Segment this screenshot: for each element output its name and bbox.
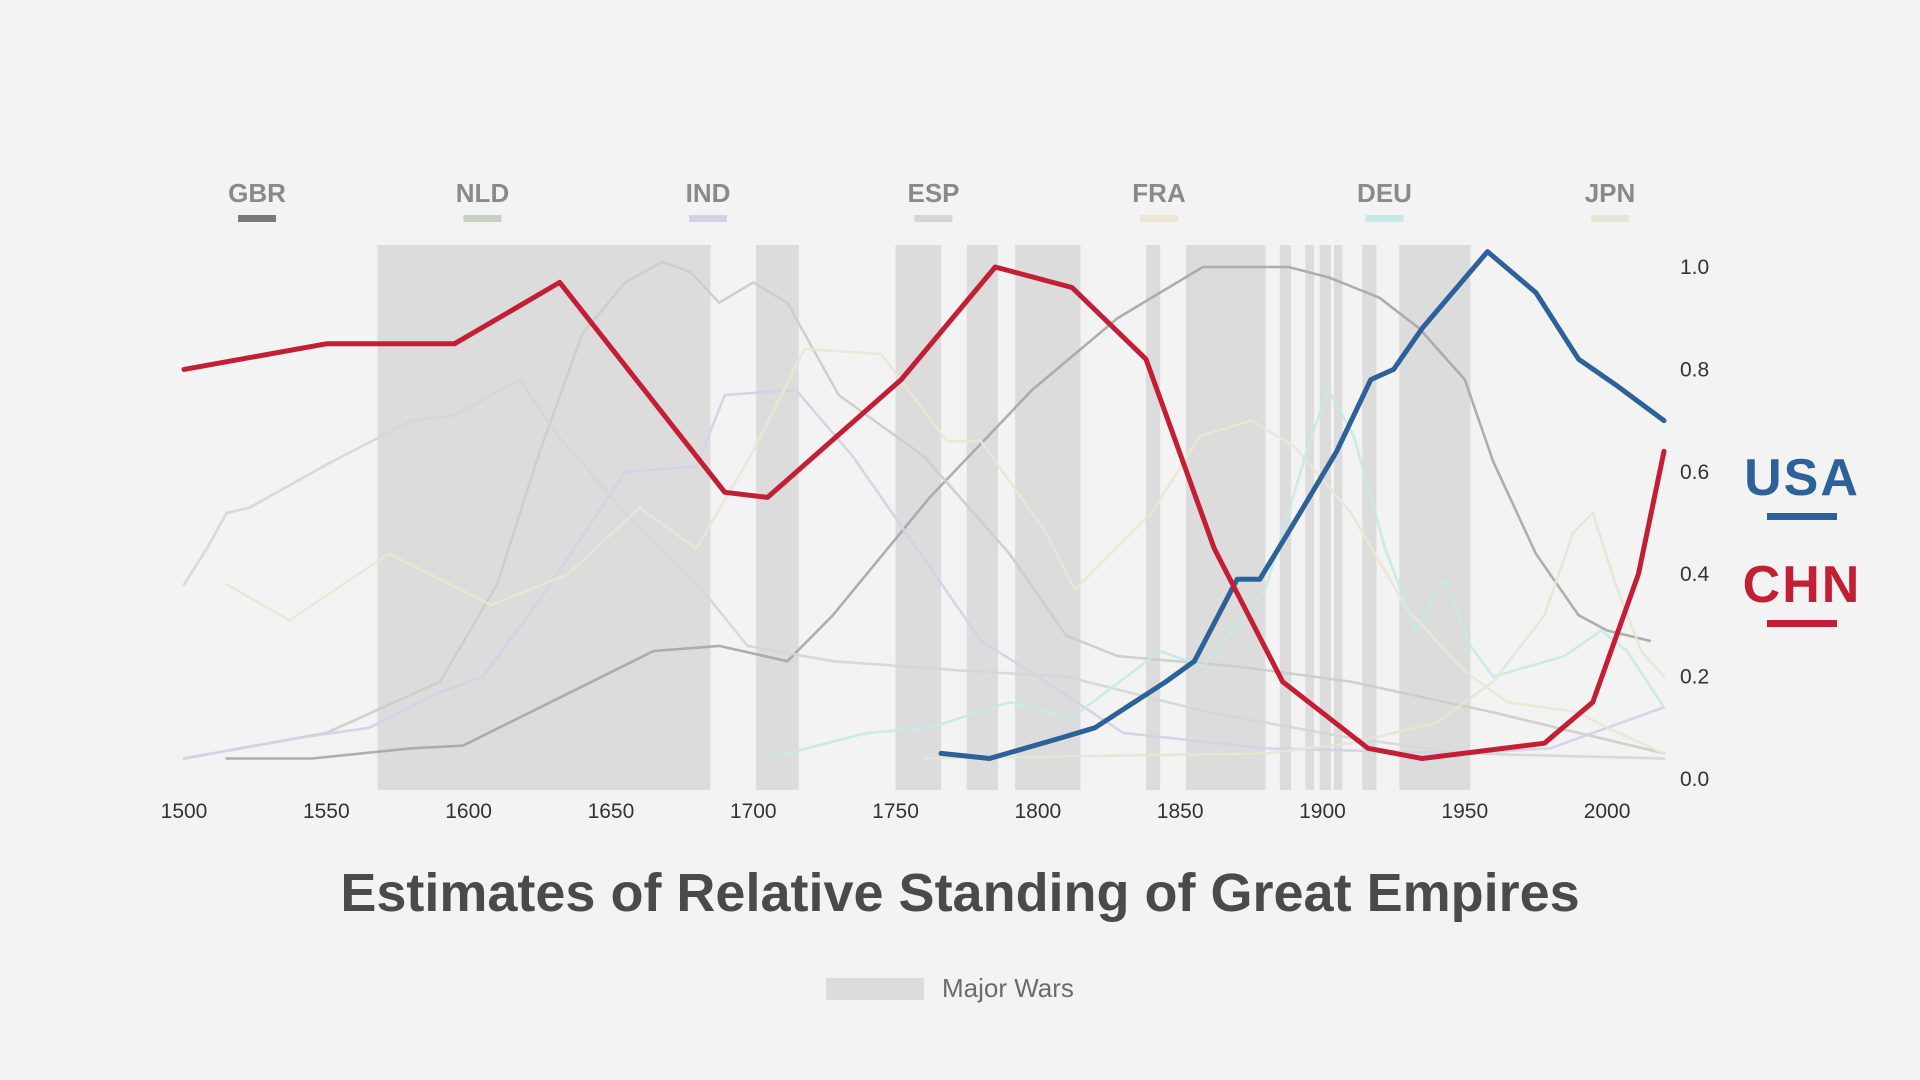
legend-swatch-chn [1767, 620, 1837, 627]
legend-swatch-deu [1365, 215, 1404, 222]
series-line-usa [938, 249, 1667, 761]
x-tick-label: 1600 [445, 800, 492, 823]
war-band-9 [1319, 245, 1331, 790]
y-tick-label: 0.8 [1680, 358, 1709, 381]
x-tick-label: 1950 [1441, 800, 1488, 823]
x-tick-label: 2000 [1584, 800, 1631, 823]
legend-label-chn: CHN [1743, 556, 1862, 614]
war-band-4 [1015, 245, 1081, 790]
x-tick-label: 1500 [161, 800, 208, 823]
series-line-jpn [922, 511, 1666, 760]
legend-swatch-jpn [1591, 215, 1629, 222]
series-line-chn [181, 264, 1667, 761]
x-tick-label: 1900 [1299, 800, 1346, 823]
war-band-0 [377, 245, 711, 790]
war-band-1 [756, 245, 799, 790]
legend-swatch-nld [463, 215, 502, 222]
y-axis: 1.0 0.8 0.6 0.4 0.2 0.0 [1680, 256, 1710, 791]
legend-label-ind: IND [686, 178, 731, 208]
war-band-6 [1185, 245, 1266, 790]
war-band-12 [1399, 245, 1471, 790]
y-tick-label: 0.2 [1680, 666, 1709, 689]
legend-label-gbr: GBR [228, 178, 286, 208]
war-band-7 [1279, 245, 1292, 790]
war-band-2 [895, 245, 942, 790]
series-line-gbr [225, 265, 1652, 760]
war-band-3 [966, 245, 998, 790]
legend-label-fra: FRA [1132, 178, 1186, 208]
major-wars-layer [377, 245, 1471, 790]
x-axis: 1500 1550 1600 1650 1700 1750 1800 1850 1900 1950… [161, 800, 1631, 823]
war-band-10 [1333, 245, 1343, 790]
x-tick-label: 1550 [303, 800, 350, 823]
series-line-esp [182, 378, 1666, 760]
x-tick-label: 1850 [1157, 800, 1204, 823]
legend-label-esp: ESP [907, 178, 959, 208]
legend-swatch-fra [1140, 215, 1178, 222]
x-tick-label: 1650 [588, 800, 635, 823]
legend-label-nld: NLD [456, 178, 509, 208]
legend-label-deu: DEU [1357, 178, 1412, 208]
legend-label-jpn: JPN [1585, 178, 1636, 208]
series-line-deu [766, 388, 1666, 760]
country-legend-top: GBR NLD IND ESP FRA DEU JPN [228, 178, 1635, 222]
war-band-8 [1305, 245, 1314, 790]
series-line-ind [182, 388, 1666, 760]
series-lines-layer [181, 249, 1667, 761]
country-legend-right: USA CHN [1743, 449, 1862, 627]
legend-swatch-ind [689, 215, 727, 222]
major-wars-label: Major Wars [942, 973, 1074, 1003]
war-band-11 [1362, 245, 1377, 790]
major-wars-legend: Major Wars [826, 973, 1074, 1004]
legend-swatch-gbr [238, 215, 276, 222]
series-line-fra [225, 347, 1666, 755]
y-tick-label: 0.4 [1680, 563, 1710, 586]
x-tick-label: 1700 [730, 800, 777, 823]
major-wars-swatch [826, 977, 924, 1000]
y-tick-label: 0.6 [1680, 461, 1709, 484]
x-tick-label: 1750 [872, 800, 919, 823]
chart-title: Estimates of Relative Standing of Great … [340, 863, 1580, 923]
x-tick-label: 1800 [1014, 800, 1061, 823]
legend-swatch-esp [914, 215, 953, 222]
series-line-nld [182, 260, 1666, 760]
y-tick-label: 1.0 [1680, 256, 1709, 279]
y-tick-label: 0.0 [1680, 768, 1709, 791]
legend-swatch-usa [1767, 513, 1837, 520]
legend-label-usa: USA [1744, 449, 1860, 507]
